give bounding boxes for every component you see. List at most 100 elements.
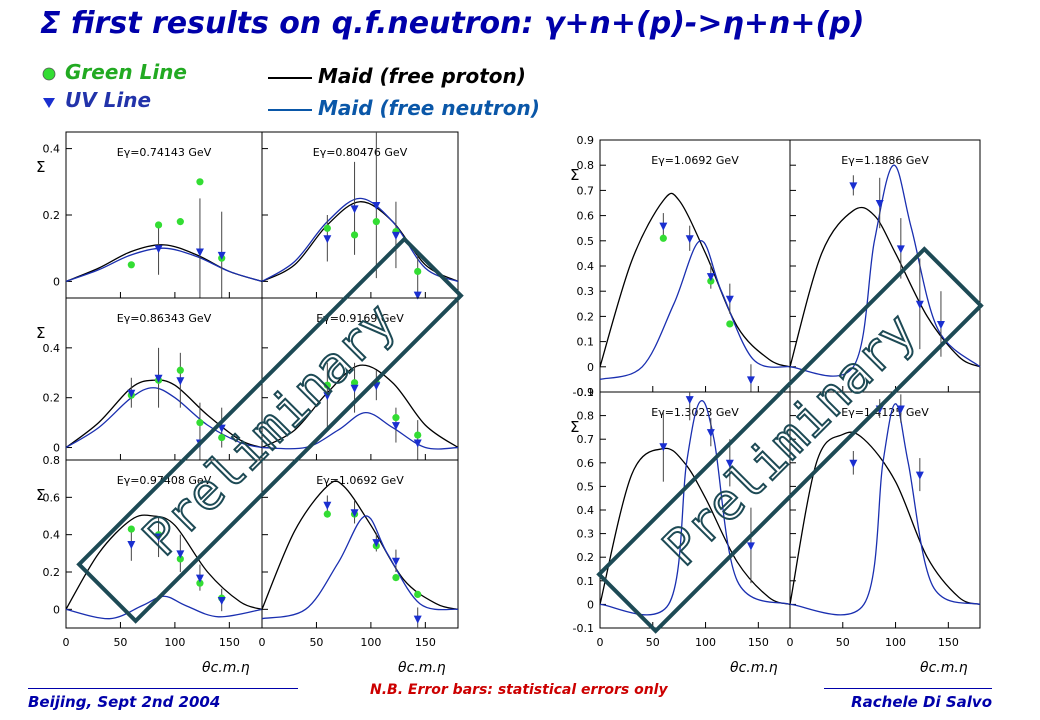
chart0-panel5-uv-point xyxy=(413,615,422,624)
chart1-panel2-ytick-label: 0.2 xyxy=(577,551,595,564)
chart0-panel4-uv-point xyxy=(217,597,226,605)
chart1-panel0-uv-point xyxy=(659,222,668,231)
chart1-xtick-label: 150 xyxy=(938,636,959,649)
chart1-panel0-uv-point xyxy=(746,376,755,385)
legend-maid-proton: Maid (free proton) xyxy=(268,64,526,88)
chart0-panel2-ytick-label: 0.4 xyxy=(43,342,61,355)
chart1-panel2-maid-proton-line xyxy=(599,447,791,606)
chart0-panel1-green-point xyxy=(372,218,380,226)
chart0-panel0-green-point xyxy=(127,261,135,269)
chart0-xtick-label: 50 xyxy=(309,636,323,649)
chart0-panel0-maid-proton-line xyxy=(65,244,263,283)
chart1-panel3-uv-point xyxy=(896,405,905,414)
chart0-panel1-green-point xyxy=(414,267,422,276)
chart0-panel2-maid-neutron-line xyxy=(65,387,263,449)
chart0-panel2-ytick-label: 0 xyxy=(53,442,60,455)
chart0-panel0-label: Eγ=0.74143 GeV xyxy=(117,146,212,159)
chart1-xlabel: θc.m.η xyxy=(730,660,778,676)
chart0-panel2-ylabel: Σ xyxy=(36,324,45,342)
chart1-panel0-maid-neutron-line xyxy=(599,240,791,381)
chart1-xtick-label: 0 xyxy=(597,636,604,649)
chart0-panel0-green-point xyxy=(154,221,163,229)
watermark-frame xyxy=(76,236,464,624)
chart0-panel2-ytick-label: 0.2 xyxy=(43,392,61,405)
chart0-panel4-ytick-label: 0.4 xyxy=(43,529,61,542)
chart0-panel5-label: Eγ=1.0692 GeV xyxy=(316,474,404,487)
chart1-xtick-label: 100 xyxy=(885,636,906,649)
chart1-panel2-ytick-label: 0.4 xyxy=(577,504,595,517)
chart1-panel2-uv-point xyxy=(725,459,734,468)
chart0-panel2-green-point xyxy=(176,366,184,374)
chart1-panel2-ylabel: Σ xyxy=(570,418,579,436)
chart0-panel5-green-point xyxy=(392,574,400,582)
chart0-panel0-uv-point xyxy=(217,251,226,260)
legend-maid-neutron: Maid (free neutron) xyxy=(268,96,540,120)
chart1-panel0-uv-point xyxy=(685,235,694,244)
chart1-panel2-ytick-label: 0 xyxy=(587,598,594,611)
chart1-panel0-ytick-label: 0.2 xyxy=(577,310,595,323)
chart0-panel1-uv-point xyxy=(323,235,332,244)
chart0-panel5-frame xyxy=(261,459,459,629)
chart1-panel2-uv-point xyxy=(746,542,755,551)
chart0-panel2-uv-point xyxy=(176,377,185,386)
chart0-panel4-ytick-label: 0 xyxy=(53,603,60,616)
chart0-panel5-uv-point xyxy=(372,539,381,548)
chart0-panel2-label: Eγ=0.86343 GeV xyxy=(117,312,212,325)
chart1-panel2-ytick-label: 0.5 xyxy=(577,480,595,493)
chart1-panel0-ytick-label: 0.3 xyxy=(577,285,595,298)
chart0-panel0-uv-point xyxy=(195,248,204,257)
legend-uv-line: UV Line xyxy=(40,88,151,112)
chart1-panel2-ytick-label: 0.8 xyxy=(577,410,595,423)
chart0-panel2-uv-point xyxy=(154,374,163,383)
chart0-panel3-green-point xyxy=(392,414,400,422)
chart0-panel5-green-point xyxy=(323,510,331,518)
chart0-panel4-ytick-label: 0.8 xyxy=(43,454,61,467)
chart0-panel1-uv-point xyxy=(350,205,359,214)
chart1-panel3-maid-proton-line xyxy=(789,431,981,606)
chart1-panel2-ytick-label: -0.1 xyxy=(573,622,594,635)
chart0-panel1-label: Eγ=0.80476 GeV xyxy=(313,146,408,159)
chart1-panel0-ytick-label: 0.4 xyxy=(577,260,595,273)
chart0-xlabel: θc.m.η xyxy=(202,660,250,676)
chart1-panel3-uv-point xyxy=(915,471,924,480)
chart0-panel4-green-point xyxy=(176,555,184,563)
chart0-panel0-uv-point xyxy=(154,245,163,254)
chart0-panel2-green-point xyxy=(218,433,226,442)
chart1-panel2-uv-point xyxy=(706,429,715,438)
chart0-panel0-green-point xyxy=(176,218,184,226)
chart0-xtick-label: 100 xyxy=(164,636,185,649)
chart1-panel0-ytick-label: 0.9 xyxy=(577,134,595,147)
chart0-panel4-uv-point xyxy=(176,550,185,559)
chart1-panel0-uv-point xyxy=(725,295,734,304)
blue-triangle-icon xyxy=(43,97,55,108)
chart0-panel5-uv-point xyxy=(350,509,359,518)
chart1-panel1-maid-neutron-line xyxy=(789,164,981,377)
chart1-panel0-ytick-label: -0.1 xyxy=(573,386,594,399)
chart0-panel3-label: Eγ=0.9169 GeV xyxy=(316,312,404,325)
chart1-xtick-label: 0 xyxy=(787,636,794,649)
chart0-xlabel: θc.m.η xyxy=(398,660,446,676)
chart1-panel0-green-point xyxy=(726,320,734,328)
chart0-panel2-uv-point xyxy=(217,424,226,433)
chart0-panel4-uv-point xyxy=(195,574,204,583)
chart1-panel2-ytick-label: 0.1 xyxy=(577,575,595,588)
chart1-panel0-ytick-label: 0 xyxy=(587,361,594,374)
legend-maid-neutron-label: Maid (free neutron) xyxy=(318,96,540,120)
chart1-xtick-label: 150 xyxy=(748,636,769,649)
chart1-panel0-uv-point xyxy=(706,273,715,282)
chart1-panel3-maid-neutron-line xyxy=(789,403,981,616)
chart0-panel0-ytick-label: 0.4 xyxy=(43,143,61,156)
watermark-frame xyxy=(596,246,984,634)
chart0-panel5-maid-neutron-line xyxy=(261,515,459,620)
chart0-panel3-uv-point xyxy=(323,392,332,401)
chart0-xtick-label: 0 xyxy=(259,636,266,649)
chart1-panel2-ytick-label: 0.6 xyxy=(577,457,595,470)
chart1-panel1-maid-proton-line xyxy=(789,206,981,368)
chart0-panel0-green-point xyxy=(196,178,204,186)
chart1-panel1-uv-point xyxy=(875,200,884,208)
chart0-panel3-green-point xyxy=(414,431,422,439)
chart1-panel2-uv-point xyxy=(659,443,668,452)
chart1-panel0-ytick-label: 0.8 xyxy=(577,159,595,172)
chart0-panel4-ytick-label: 0.6 xyxy=(43,491,61,504)
chart0-panel5-maid-proton-line xyxy=(261,480,459,610)
